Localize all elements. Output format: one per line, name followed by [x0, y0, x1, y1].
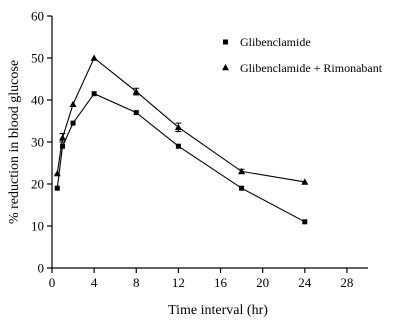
data-point-square [70, 120, 76, 126]
series-layer [53, 54, 309, 225]
data-point-triangle [132, 88, 140, 95]
y-tick-label: 10 [31, 219, 44, 234]
x-tick-label: 16 [214, 275, 228, 290]
data-point-triangle [174, 123, 182, 131]
x-axis-ticks: 0 4 8 12 16 20 24 28 [49, 268, 353, 290]
series-combination [53, 54, 309, 185]
data-point-triangle [238, 167, 246, 175]
x-tick-label: 28 [340, 275, 353, 290]
data-point-square [60, 143, 66, 149]
data-point-square [54, 185, 60, 191]
x-tick-label: 4 [91, 275, 98, 290]
data-point-triangle [69, 100, 77, 107]
y-tick-label: 0 [38, 261, 45, 276]
y-tick-label: 30 [31, 135, 44, 150]
x-axis-title: Time interval (hr) [168, 303, 268, 318]
x-tick-label: 24 [298, 275, 312, 290]
y-axis-title: % reduction in blood glucose [7, 60, 22, 224]
legend-label-glibenclamide: Glibenclamide [240, 35, 311, 49]
data-point-triangle [59, 134, 67, 141]
data-point-square [175, 143, 181, 149]
data-point-square [133, 110, 139, 116]
data-point-square [91, 91, 97, 97]
x-tick-label: 20 [256, 275, 269, 290]
series-line [56, 93, 306, 223]
series-glibenclamide [54, 91, 308, 225]
y-tick-label: 60 [31, 9, 44, 24]
x-tick-label: 8 [133, 275, 140, 290]
y-tick-label: 40 [31, 93, 44, 108]
data-point-triangle [90, 54, 98, 61]
data-point-square [302, 219, 308, 225]
legend-label-combination: Glibenclamide + Rimonabant [240, 61, 383, 75]
series-line [56, 57, 305, 183]
x-tick-label: 0 [49, 275, 56, 290]
legend: Glibenclamide Glibenclamide + Rimonabant [222, 35, 383, 75]
legend-marker-triangle [222, 64, 229, 71]
y-tick-label: 20 [31, 177, 44, 192]
data-point-square [239, 185, 245, 191]
x-tick-label: 12 [172, 275, 185, 290]
data-point-triangle [301, 178, 309, 185]
legend-marker-square [223, 39, 228, 45]
y-axis-ticks: 0 10 20 30 40 50 60 [31, 9, 52, 276]
y-tick-label: 50 [31, 51, 44, 66]
data-point-triangle [53, 170, 61, 177]
